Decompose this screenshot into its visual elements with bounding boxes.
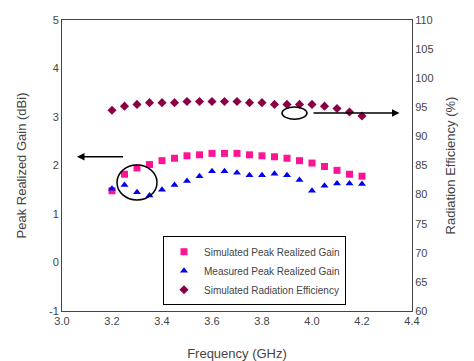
svg-text:Frequency (GHz): Frequency (GHz) [187, 346, 287, 361]
svg-text:Simulated Radiation Efficiency: Simulated Radiation Efficiency [204, 285, 339, 296]
svg-text:75: 75 [415, 218, 427, 230]
svg-text:90: 90 [415, 130, 427, 142]
svg-text:70: 70 [415, 247, 427, 259]
svg-text:100: 100 [415, 72, 433, 84]
svg-text:3.8: 3.8 [254, 315, 269, 327]
svg-text:3.0: 3.0 [54, 315, 69, 327]
svg-text:2: 2 [53, 159, 59, 171]
svg-text:Peak Realized Gain (dBi): Peak Realized Gain (dBi) [14, 93, 29, 239]
svg-text:5: 5 [53, 14, 59, 26]
svg-text:110: 110 [415, 14, 433, 26]
svg-text:4.0: 4.0 [304, 315, 319, 327]
svg-text:60: 60 [415, 305, 427, 317]
svg-text:0: 0 [53, 256, 59, 268]
svg-text:3.2: 3.2 [104, 315, 119, 327]
svg-text:Simulated Peak Realized Gain: Simulated Peak Realized Gain [204, 247, 340, 258]
svg-text:65: 65 [415, 276, 427, 288]
svg-text:Measured Peak Realized Gain: Measured Peak Realized Gain [204, 266, 340, 277]
svg-text:4.4: 4.4 [404, 315, 419, 327]
svg-text:4.2: 4.2 [354, 315, 369, 327]
svg-text:3: 3 [53, 111, 59, 123]
svg-text:80: 80 [415, 188, 427, 200]
svg-text:3.6: 3.6 [204, 315, 219, 327]
svg-text:105: 105 [415, 43, 433, 55]
svg-text:85: 85 [415, 159, 427, 171]
svg-text:4: 4 [53, 62, 59, 74]
svg-text:Radiation Efficiency (%): Radiation Efficiency (%) [443, 97, 458, 235]
svg-text:3.4: 3.4 [154, 315, 169, 327]
svg-text:-1: -1 [49, 305, 59, 317]
svg-text:1: 1 [53, 208, 59, 220]
svg-text:95: 95 [415, 101, 427, 113]
